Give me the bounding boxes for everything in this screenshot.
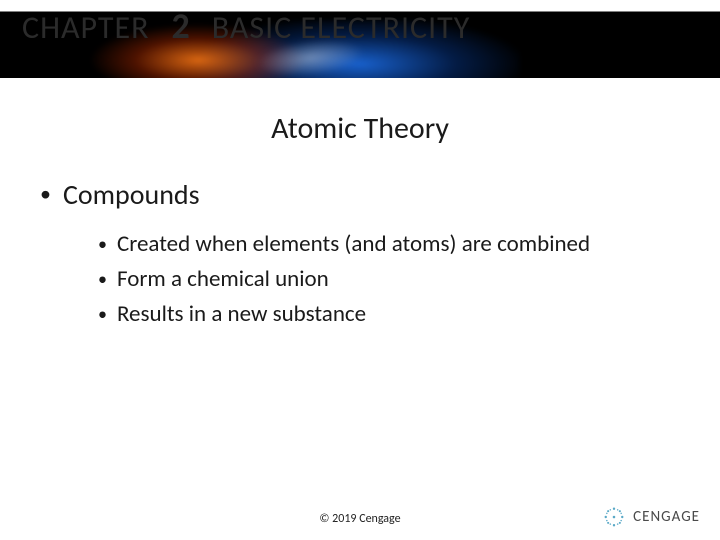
bullet-dot-icon: • — [98, 300, 107, 328]
bullet-level1-text: Compounds — [63, 177, 200, 212]
chapter-number: 2 — [172, 4, 190, 48]
chapter-label: CHAPTER — [22, 8, 150, 47]
content-area: • Compounds • Created when elements (and… — [0, 177, 720, 328]
bullet-level1: • Compounds — [40, 177, 680, 212]
bullet-level2: • Created when elements (and atoms) are … — [98, 230, 680, 259]
brand-starburst-icon — [603, 506, 625, 528]
bullet-dot-icon: • — [40, 177, 51, 211]
section-title: Atomic Theory — [0, 110, 720, 147]
slide-header: CHAPTER 2 BASIC ELECTRICITY — [0, 0, 720, 78]
bullet-level2: • Form a chemical union — [98, 265, 680, 294]
copyright-text: © 2019 Cengage — [319, 512, 400, 526]
bullet-level2-text: Results in a new substance — [117, 300, 366, 329]
chapter-line: CHAPTER 2 BASIC ELECTRICITY — [22, 4, 470, 48]
brand-logo: CENGAGE — [603, 506, 700, 528]
brand-name: CENGAGE — [633, 508, 700, 526]
chapter-title: BASIC ELECTRICITY — [212, 8, 471, 47]
bullet-level2-text: Created when elements (and atoms) are co… — [117, 230, 590, 259]
sub-bullet-list: • Created when elements (and atoms) are … — [98, 230, 680, 328]
bullet-dot-icon: • — [98, 230, 107, 258]
bullet-dot-icon: • — [98, 265, 107, 293]
slide: CHAPTER 2 BASIC ELECTRICITY Atomic Theor… — [0, 0, 720, 540]
bullet-level2-text: Form a chemical union — [117, 265, 329, 294]
bullet-level2: • Results in a new substance — [98, 300, 680, 329]
